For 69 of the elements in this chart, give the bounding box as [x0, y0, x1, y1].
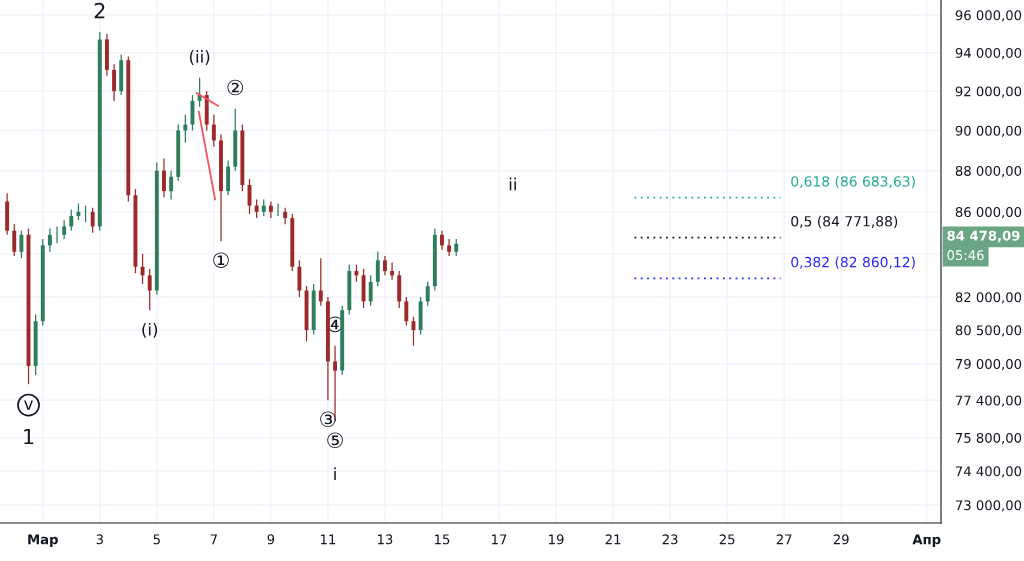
candlestick	[404, 296, 409, 327]
candlestick	[90, 207, 95, 234]
candlestick	[297, 259, 302, 298]
annotation: i	[334, 467, 336, 480]
annotation: 0,382 (82 860,12)	[791, 256, 915, 269]
x-tick-label: 15	[435, 534, 450, 545]
x-tick-label: 7	[210, 534, 217, 545]
candlestick	[62, 219, 67, 240]
y-tick-label: 88 000,00	[955, 165, 1022, 178]
x-tick-label: 25	[719, 534, 735, 545]
candlestick	[382, 255, 387, 276]
x-tick-label: 19	[549, 534, 564, 545]
candlestick	[425, 281, 430, 307]
y-tick-label: 82 000,00	[955, 292, 1022, 304]
y-tick-label: 90 000,00	[955, 125, 1022, 138]
y-tick-label: 73 000,00	[955, 500, 1022, 512]
candlestick	[447, 238, 452, 257]
annotation: 0,618 (86 683,63)	[791, 175, 915, 189]
y-tick-label: 74 400,00	[955, 466, 1022, 478]
y-tick-label: 77 400,00	[955, 395, 1022, 407]
candlestick	[268, 200, 273, 219]
x-tick-label: Мар	[28, 534, 58, 547]
annotation: 2	[94, 2, 105, 19]
candlestick	[12, 223, 17, 257]
candlestick	[169, 170, 174, 201]
text: 84 478,09	[947, 230, 1020, 243]
annotation: 1	[24, 428, 34, 445]
y-tick-label: 96 000,00	[955, 10, 1022, 22]
annotation: (ii)	[189, 50, 210, 65]
annotation: ②	[227, 79, 244, 96]
annotation: ⑤	[327, 432, 343, 449]
y-tick-label: 92 000,00	[955, 86, 1022, 98]
x-tick-label: 5	[153, 534, 160, 545]
x-tick-label: 9	[267, 534, 275, 545]
candlestick	[47, 227, 52, 253]
annotation: ①	[213, 252, 229, 268]
annotation: ii	[509, 177, 516, 191]
x-tick-label: Апр	[912, 534, 941, 547]
y-tick-label: 75 800,00	[955, 432, 1022, 445]
x-tick-label: 27	[776, 534, 792, 545]
x-tick-label: 3	[96, 534, 103, 545]
candlestick	[140, 253, 145, 285]
y-tick-label: 94 000,00	[955, 47, 1022, 60]
candlestick	[375, 251, 380, 287]
annotation: (i)	[142, 322, 158, 338]
candlestick	[147, 268, 152, 311]
annotation: ③	[320, 411, 336, 428]
x-tick-label: 17	[492, 534, 507, 545]
x-tick-label: 21	[605, 534, 621, 545]
candlestick	[19, 230, 24, 259]
x-tick-label: 13	[378, 534, 393, 545]
y-tick-label: 79 000,00	[955, 358, 1022, 371]
x-tick-label: 29	[833, 534, 849, 545]
candlestick	[440, 230, 444, 251]
candlestick	[368, 274, 373, 307]
candlestick	[318, 257, 323, 307]
y-tick-label: 86 000,00	[955, 207, 1022, 219]
x-tick-label: 23	[662, 534, 678, 545]
candlestick	[112, 63, 117, 102]
candlestick	[254, 198, 259, 219]
text: 05:46	[947, 250, 984, 261]
y-tick-label: 80 500,00	[955, 325, 1022, 337]
candlestick	[211, 114, 216, 148]
candlestick	[69, 209, 74, 232]
candlestick	[162, 157, 166, 198]
x-tick-label: 11	[320, 534, 336, 545]
annotation: 0,5 (84 771,88)	[791, 215, 898, 229]
candlestick	[390, 261, 395, 281]
annotation: v	[24, 400, 33, 410]
